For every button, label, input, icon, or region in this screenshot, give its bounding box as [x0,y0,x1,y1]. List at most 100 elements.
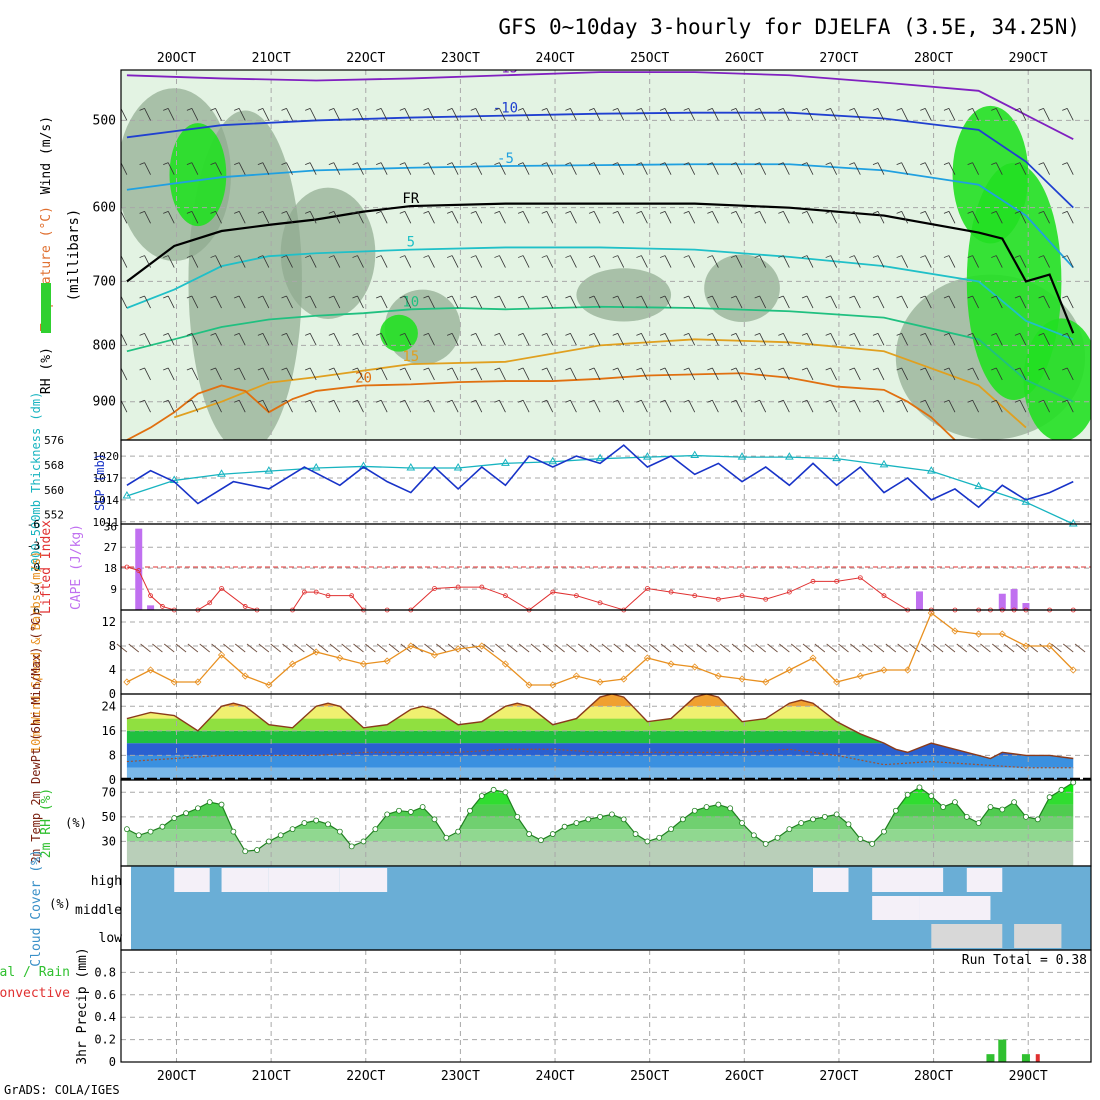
thickness-point [1068,519,1078,527]
rh2m-point [384,811,391,818]
wind-barb [565,210,577,224]
thickness-point [1021,497,1031,505]
cloud-row-label: low [99,931,123,946]
wind-barb [186,210,199,224]
lifted-index-point [786,589,792,595]
time-label-bottom: 28OCT [914,1069,953,1084]
wind-barb-10m [861,643,873,653]
wind-barb-10m [329,643,341,653]
wind-barb [825,108,838,121]
wind-barb-10m [246,643,258,653]
wind-speed-point [975,630,983,638]
cape-bar [915,591,923,610]
rh2m-point [833,811,840,818]
wind-barb [565,367,577,381]
wind-barb [139,210,151,224]
wind-barb [1038,210,1050,224]
wind-barb [121,211,128,224]
wind-barb [423,367,435,381]
cape-ylabel: CAPE (J/kg) [69,524,84,610]
wind-barb [1014,162,1027,175]
wind-barb [920,162,932,175]
rh2m-point [183,810,189,817]
wind-barb [257,255,270,268]
rh2m-unit: (%) [65,816,87,830]
wind-barb [210,210,222,224]
thickness-point [690,450,700,459]
rh2m-point [987,804,994,810]
wind-barb [754,255,767,268]
wind-barb [872,399,885,413]
wind-barb-10m [163,643,175,653]
wind-barb-10m [128,643,140,653]
wind-barb [967,332,979,346]
rh2m-point [762,840,769,847]
cloud-cover-panel: high middle low (%) [49,865,1092,951]
wind-barb [1038,162,1050,175]
wind-barb [1038,295,1050,309]
time-label-top: 20OCT [157,51,196,66]
lifted-index-point [763,596,769,602]
wind-barb [588,162,601,175]
wind-speed-point [407,642,415,650]
wind-speed-point [738,675,746,683]
lifted-index-point [148,593,153,599]
lifted-index-point [857,575,863,581]
wind-barb [163,399,175,413]
wind-tick: 4 [109,663,116,677]
wind-barb-10m [802,643,814,653]
wind-barb [872,162,885,175]
legend-total-rain: Total / Rain [0,965,70,980]
wind-barb [517,295,530,309]
slp-tick: 1017 [93,472,120,485]
wind-barb-10m [1027,643,1039,653]
rh2m-point [999,806,1006,813]
wind-barb [636,399,648,413]
rh2m-point [656,834,663,841]
lifted-index-point [881,593,887,599]
wind-barb [730,367,743,381]
wind-barb [683,162,696,175]
wind-barb [754,210,767,224]
rh2m-point [171,815,178,821]
wind-barb-10m [648,643,660,653]
wind-barb-10m [211,643,222,653]
wind-barb [707,295,719,309]
wind-barb [896,367,909,381]
wind-barb [1014,332,1027,346]
wind-barb [730,108,743,121]
wind-barb [920,295,932,309]
wind-barb [896,399,909,413]
wind-barb [352,162,364,175]
wind-barb-10m [1051,643,1062,653]
wind-barb [399,108,412,121]
wind-barb [1062,255,1074,268]
upper-air-panel: -15 -10 -5 FR 5 10 15 20 500 600 700 800 900 [93,69,1092,441]
wind-barb-10m [956,643,968,653]
wind-barb [163,108,175,121]
wind-barb-10m [743,643,755,653]
wind-barb [612,332,625,346]
wind-barb-10m [577,643,589,653]
rh2m-point [668,826,674,833]
wind-barb [376,255,388,268]
wind-barb [305,162,317,175]
wind-speed-point [1046,642,1054,650]
wind-speed-point [501,660,510,668]
wind-barb [163,367,175,381]
lifted-index-point [715,596,721,602]
wind-barb [210,399,222,413]
wind-barb [636,255,648,268]
wind-speed-point [312,648,320,656]
wind-barb [1014,367,1027,381]
legend-wind: Wind (m/s) [39,116,54,194]
wind-barb [872,367,885,381]
lifted-index-point [645,586,650,591]
wind-barb [541,332,554,346]
wind-barb [186,255,199,268]
time-label-bottom: 25OCT [630,1069,669,1084]
lifted-index-point [692,593,698,599]
wind-barb [305,399,317,413]
rh2m-point [644,838,651,845]
wind-barb-10m [850,643,861,653]
